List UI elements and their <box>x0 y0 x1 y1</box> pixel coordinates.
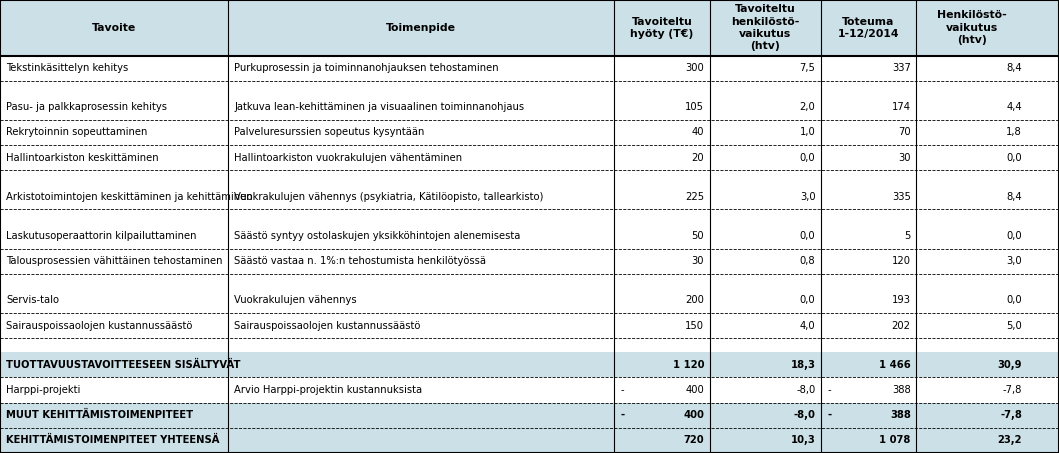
Text: 40: 40 <box>692 127 704 138</box>
Text: Laskutusoperaattorin kilpailuttaminen: Laskutusoperaattorin kilpailuttaminen <box>6 231 197 241</box>
Text: -7,8: -7,8 <box>1003 385 1022 395</box>
Text: Jatkuva lean-kehittäminen ja visuaalinen toiminnanohjaus: Jatkuva lean-kehittäminen ja visuaalinen… <box>234 102 524 112</box>
Text: Purkuprosessin ja toiminnanohjauksen tehostaminen: Purkuprosessin ja toiminnanohjauksen teh… <box>234 63 499 73</box>
Text: 30: 30 <box>898 153 911 163</box>
Text: Harppi-projekti: Harppi-projekti <box>6 385 80 395</box>
Text: 337: 337 <box>892 63 911 73</box>
Bar <box>0 403 1059 428</box>
Text: 1 078: 1 078 <box>879 435 911 445</box>
Text: Vuokrakulujen vähennys (psykiatria, Kätilöopisto, tallearkisto): Vuokrakulujen vähennys (psykiatria, Käti… <box>234 192 543 202</box>
Text: Sairauspoissaolojen kustannussäästö: Sairauspoissaolojen kustannussäästö <box>234 321 420 331</box>
Text: 150: 150 <box>685 321 704 331</box>
Bar <box>0 184 1059 209</box>
Bar <box>0 249 1059 274</box>
Text: 120: 120 <box>892 256 911 266</box>
Text: 5,0: 5,0 <box>1006 321 1022 331</box>
Text: Säästö vastaa n. 1%:n tehostumista henkilötyössä: Säästö vastaa n. 1%:n tehostumista henki… <box>234 256 486 266</box>
Text: 0,0: 0,0 <box>1006 153 1022 163</box>
Text: 0,0: 0,0 <box>1006 295 1022 305</box>
Text: 18,3: 18,3 <box>791 360 815 370</box>
Text: 193: 193 <box>892 295 911 305</box>
Text: 30: 30 <box>692 256 704 266</box>
Text: 3,0: 3,0 <box>1006 256 1022 266</box>
Text: 0,0: 0,0 <box>800 231 815 241</box>
Text: 0,8: 0,8 <box>800 256 815 266</box>
Text: KEHITTÄMISTOIMENPITEET YHTEENSÄ: KEHITTÄMISTOIMENPITEET YHTEENSÄ <box>6 435 220 445</box>
Text: Vuokrakulujen vähennys: Vuokrakulujen vähennys <box>234 295 357 305</box>
Text: Toimenpide: Toimenpide <box>385 23 456 33</box>
Text: Tavoite: Tavoite <box>92 23 136 33</box>
Text: Sairauspoissaolojen kustannussäästö: Sairauspoissaolojen kustannussäästö <box>6 321 193 331</box>
Text: -7,8: -7,8 <box>1000 410 1022 420</box>
Text: 1,0: 1,0 <box>800 127 815 138</box>
Text: Hallintoarkiston vuokrakulujen vähentäminen: Hallintoarkiston vuokrakulujen vähentämi… <box>234 153 462 163</box>
Text: 200: 200 <box>685 295 704 305</box>
Text: -: - <box>827 385 830 395</box>
Text: Tavoiteltu
henkilöstö-
vaikutus
(htv): Tavoiteltu henkilöstö- vaikutus (htv) <box>731 4 800 51</box>
Text: 3,0: 3,0 <box>800 192 815 202</box>
Text: 202: 202 <box>892 321 911 331</box>
Text: 300: 300 <box>685 63 704 73</box>
Bar <box>0 377 1059 403</box>
Text: 30,9: 30,9 <box>998 360 1022 370</box>
Bar <box>0 223 1059 249</box>
Bar <box>0 145 1059 170</box>
Text: MUUT KEHITTÄMISTOIMENPITEET: MUUT KEHITTÄMISTOIMENPITEET <box>6 410 194 420</box>
Text: 1 466: 1 466 <box>879 360 911 370</box>
Text: Talousprosessien vähittäinen tehostaminen: Talousprosessien vähittäinen tehostamine… <box>6 256 222 266</box>
Text: 8,4: 8,4 <box>1006 63 1022 73</box>
Bar <box>0 56 1059 81</box>
Text: 174: 174 <box>892 102 911 112</box>
Bar <box>0 352 1059 377</box>
Text: 225: 225 <box>685 192 704 202</box>
Text: -: - <box>827 410 831 420</box>
Text: Arkistotoimintojen keskittäminen ja kehittäminen: Arkistotoimintojen keskittäminen ja kehi… <box>6 192 253 202</box>
Text: 23,2: 23,2 <box>998 435 1022 445</box>
Bar <box>0 120 1059 145</box>
Text: 1,8: 1,8 <box>1006 127 1022 138</box>
Text: 50: 50 <box>692 231 704 241</box>
Text: Servis-talo: Servis-talo <box>6 295 59 305</box>
Text: 0,0: 0,0 <box>800 295 815 305</box>
Text: -: - <box>621 385 624 395</box>
Text: 105: 105 <box>685 102 704 112</box>
Text: TUOTTAVUUSTAVOITTEESEEN SISÄLTYVÄT: TUOTTAVUUSTAVOITTEESEEN SISÄLTYVÄT <box>6 360 240 370</box>
Text: Palveluresurssien sopeutus kysyntään: Palveluresurssien sopeutus kysyntään <box>234 127 425 138</box>
Text: Henkilöstö-
vaikutus
(htv): Henkilöstö- vaikutus (htv) <box>937 10 1006 45</box>
Text: Arvio Harppi-projektin kustannuksista: Arvio Harppi-projektin kustannuksista <box>234 385 423 395</box>
Text: 70: 70 <box>898 127 911 138</box>
Text: 20: 20 <box>692 153 704 163</box>
Text: 8,4: 8,4 <box>1006 192 1022 202</box>
Text: Hallintoarkiston keskittäminen: Hallintoarkiston keskittäminen <box>6 153 159 163</box>
Text: -: - <box>621 410 625 420</box>
Text: 0,0: 0,0 <box>800 153 815 163</box>
Text: 400: 400 <box>683 410 704 420</box>
Text: 4,0: 4,0 <box>800 321 815 331</box>
Bar <box>0 0 1059 56</box>
Text: 5: 5 <box>904 231 911 241</box>
Bar <box>0 428 1059 453</box>
Text: 1 120: 1 120 <box>672 360 704 370</box>
Text: 400: 400 <box>685 385 704 395</box>
Text: -8,0: -8,0 <box>793 410 815 420</box>
Text: Pasu- ja palkkaprosessin kehitys: Pasu- ja palkkaprosessin kehitys <box>6 102 167 112</box>
Text: Rekrytoinnin sopeuttaminen: Rekrytoinnin sopeuttaminen <box>6 127 147 138</box>
Text: -8,0: -8,0 <box>796 385 815 395</box>
Text: Tavoiteltu
hyöty (T€): Tavoiteltu hyöty (T€) <box>630 17 694 39</box>
Text: 720: 720 <box>684 435 704 445</box>
Text: 10,3: 10,3 <box>791 435 815 445</box>
Text: 388: 388 <box>892 385 911 395</box>
Text: 7,5: 7,5 <box>800 63 815 73</box>
Text: Tekstinkäsittelyn kehitys: Tekstinkäsittelyn kehitys <box>6 63 128 73</box>
Text: 4,4: 4,4 <box>1006 102 1022 112</box>
Text: Säästö syntyy ostolaskujen yksikköhintojen alenemisesta: Säästö syntyy ostolaskujen yksikköhintoj… <box>234 231 520 241</box>
Bar <box>0 95 1059 120</box>
Text: 335: 335 <box>892 192 911 202</box>
Text: 2,0: 2,0 <box>800 102 815 112</box>
Bar <box>0 313 1059 338</box>
Text: Toteuma
1-12/2014: Toteuma 1-12/2014 <box>838 17 899 39</box>
Text: 388: 388 <box>890 410 911 420</box>
Bar <box>0 288 1059 313</box>
Text: 0,0: 0,0 <box>1006 231 1022 241</box>
